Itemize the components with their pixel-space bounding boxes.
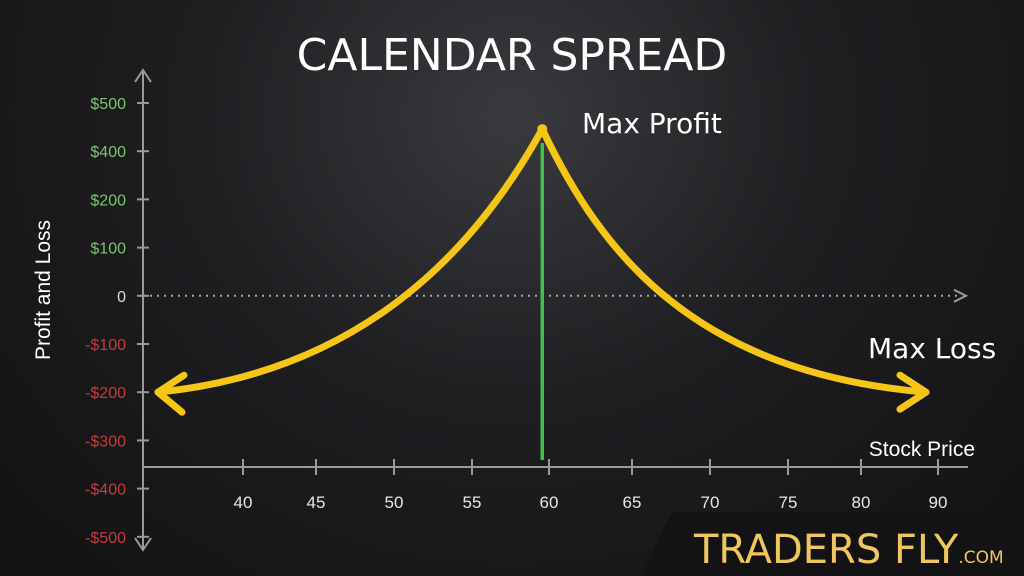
y-tick-label: 0 — [117, 289, 126, 306]
y-tick-label: $400 — [90, 144, 126, 161]
x-tick-label: 90 — [929, 493, 948, 512]
x-tick-label: 75 — [779, 493, 798, 512]
max-profit-label: Max Profit — [582, 107, 722, 140]
x-tick-group: 40 45 50 55 60 65 70 75 80 90 — [234, 459, 948, 512]
y-axis-label: Profit and Loss — [32, 220, 55, 360]
x-tick-label: 80 — [852, 493, 871, 512]
x-axis-label: Stock Price — [869, 438, 975, 461]
zero-line-arrow — [953, 288, 969, 303]
x-tick-label: 60 — [540, 493, 559, 512]
brand-logo: TRADERS FLY.COM — [693, 527, 1004, 573]
y-tick-label: $500 — [90, 96, 126, 113]
y-tick-label: -$300 — [85, 433, 126, 450]
y-tick-label: $200 — [90, 192, 126, 209]
x-tick-label: 70 — [701, 493, 720, 512]
right-arrowhead — [896, 371, 930, 413]
x-tick-label: 55 — [463, 493, 482, 512]
max-loss-label: Max Loss — [868, 332, 996, 365]
y-tick-label: $100 — [90, 241, 126, 258]
y-tick-group: $500 $400 $200 $100 0 -$100 -$200 -$300 -$400 -$5… — [85, 96, 149, 547]
brand-panel — [640, 512, 1024, 576]
x-tick-label: 65 — [623, 493, 642, 512]
x-tick-label: 45 — [307, 493, 326, 512]
y-tick-label: -$200 — [85, 385, 126, 402]
y-axis-arrow-up — [134, 68, 152, 83]
chart-title: CALENDAR SPREAD — [297, 30, 728, 81]
left-arrowhead — [154, 371, 188, 416]
y-tick-label: -$100 — [85, 337, 126, 354]
y-axis-arrow-down — [134, 537, 152, 552]
x-tick-label: 40 — [234, 493, 253, 512]
y-tick-label: -$500 — [85, 530, 126, 547]
x-tick-label: 50 — [385, 493, 404, 512]
peak-dot — [537, 124, 548, 135]
y-tick-label: -$400 — [85, 482, 126, 499]
